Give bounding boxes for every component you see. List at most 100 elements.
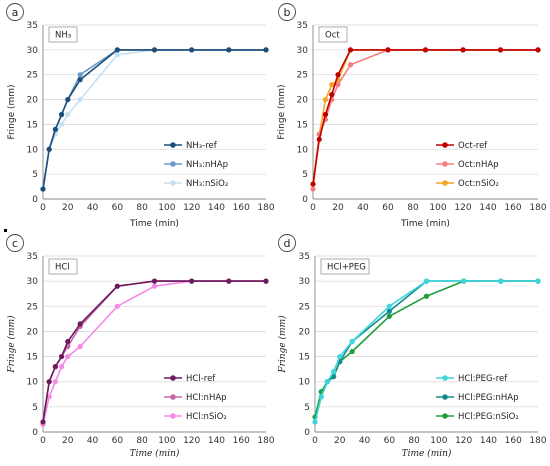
x-tick-label: 0: [310, 203, 316, 213]
data-point: [65, 338, 71, 345]
panel-label: d: [284, 237, 291, 250]
y-tick-label: 30: [27, 277, 39, 287]
x-tick-label: 180: [257, 436, 274, 446]
data-point: [460, 47, 466, 53]
y-tick-label: 0: [302, 195, 308, 205]
x-tick-label: 40: [87, 203, 99, 213]
data-point: [151, 47, 158, 53]
data-point: [335, 82, 341, 88]
y-tick-label: 20: [27, 327, 39, 337]
series-0: [310, 47, 541, 187]
y-tick-label: 15: [27, 353, 38, 363]
data-point: [330, 369, 337, 375]
series-0: [312, 278, 541, 425]
data-point: [498, 278, 504, 284]
data-point: [422, 47, 429, 53]
data-point: [337, 353, 343, 360]
data-point: [65, 96, 71, 103]
x-tick-label: 120: [183, 436, 200, 446]
legend-entry: HCl:nSiO₂: [164, 412, 227, 422]
data-point: [349, 338, 355, 345]
legend-marker: [442, 142, 448, 148]
data-point: [310, 181, 316, 187]
condition-label: NH₃: [55, 31, 71, 41]
condition-label: HCl+PEG: [327, 263, 366, 273]
data-point: [535, 278, 541, 284]
y-tick-label: 30: [297, 46, 309, 56]
data-point: [461, 278, 467, 284]
panel-label-circle: [6, 234, 24, 252]
y-axis-label: Fringe (mm): [6, 315, 17, 374]
legend-entry: Oct:nHAp: [436, 160, 499, 170]
data-point: [347, 47, 354, 53]
data-point: [114, 303, 120, 309]
x-tick-label: 160: [233, 436, 250, 446]
series-line: [312, 49, 538, 190]
x-tick-label: 80: [407, 203, 419, 213]
x-tick-label: 180: [529, 203, 546, 213]
y-tick-label: 35: [297, 21, 308, 31]
x-tick-label: 140: [480, 436, 497, 446]
panel-label: c: [12, 237, 18, 250]
legend-label: Oct:nHAp: [458, 160, 499, 170]
x-tick-label: 180: [529, 436, 546, 446]
data-point: [77, 321, 83, 327]
y-tick-label: 30: [299, 277, 311, 287]
legend-entry: NH₃-ref: [164, 141, 218, 151]
x-tick-label: 140: [208, 436, 225, 446]
x-tick-label: 20: [334, 436, 346, 446]
data-point: [40, 186, 46, 192]
series-line: [42, 280, 266, 425]
data-point: [423, 293, 430, 299]
y-tick-label: 35: [27, 252, 38, 262]
data-point: [322, 111, 329, 118]
data-point: [58, 111, 65, 118]
y-tick-label: 10: [299, 378, 311, 388]
y-tick-label: 5: [32, 403, 38, 413]
data-point: [329, 92, 335, 98]
x-tick-label: 160: [233, 203, 250, 213]
x-tick-label: 160: [505, 436, 522, 446]
y-tick-label: 15: [299, 353, 310, 363]
series-0: [40, 47, 269, 192]
panel-label: b: [284, 6, 291, 19]
x-tick-label: 20: [332, 203, 344, 213]
legend-label: HCl-ref: [186, 374, 216, 384]
y-tick-label: 15: [297, 120, 308, 130]
x-tick-label: 180: [257, 203, 274, 213]
series-2: [40, 47, 269, 192]
data-point: [226, 278, 232, 284]
x-tick-label: 40: [357, 203, 369, 213]
legend-marker: [442, 161, 448, 167]
legend-label: HCl:nSiO₂: [186, 412, 227, 422]
x-tick-label: 140: [479, 203, 496, 213]
legend-marker: [170, 394, 176, 400]
legend-label: Oct-ref: [458, 141, 488, 151]
data-point: [46, 394, 52, 400]
legend-marker: [442, 375, 448, 381]
y-tick-label: 20: [27, 96, 39, 106]
chart-panel-d: 0 5 10 15 20 25 30 35 0 20 40 60 80 100 120 140 160 180 Ti…: [277, 234, 547, 459]
data-point: [77, 77, 83, 83]
condition-label-box: [48, 26, 78, 43]
data-point: [114, 283, 120, 289]
legend-entry: Oct-ref: [436, 141, 488, 151]
data-point: [151, 278, 158, 284]
series-0: [40, 278, 269, 425]
panel-label-circle: [278, 3, 296, 21]
data-point: [58, 353, 65, 360]
condition-label-box: [320, 258, 370, 275]
x-tick-label: 60: [384, 436, 396, 446]
x-tick-label: 120: [183, 203, 200, 213]
x-tick-label: 20: [62, 436, 74, 446]
panel-label-circle: [278, 234, 296, 252]
x-tick-label: 80: [408, 436, 420, 446]
x-tick-label: 100: [429, 203, 446, 213]
series-line: [42, 49, 266, 190]
x-tick-label: 80: [136, 203, 148, 213]
data-point: [386, 303, 392, 309]
x-tick-label: 100: [158, 203, 175, 213]
data-point: [310, 186, 316, 192]
data-point: [65, 111, 71, 118]
